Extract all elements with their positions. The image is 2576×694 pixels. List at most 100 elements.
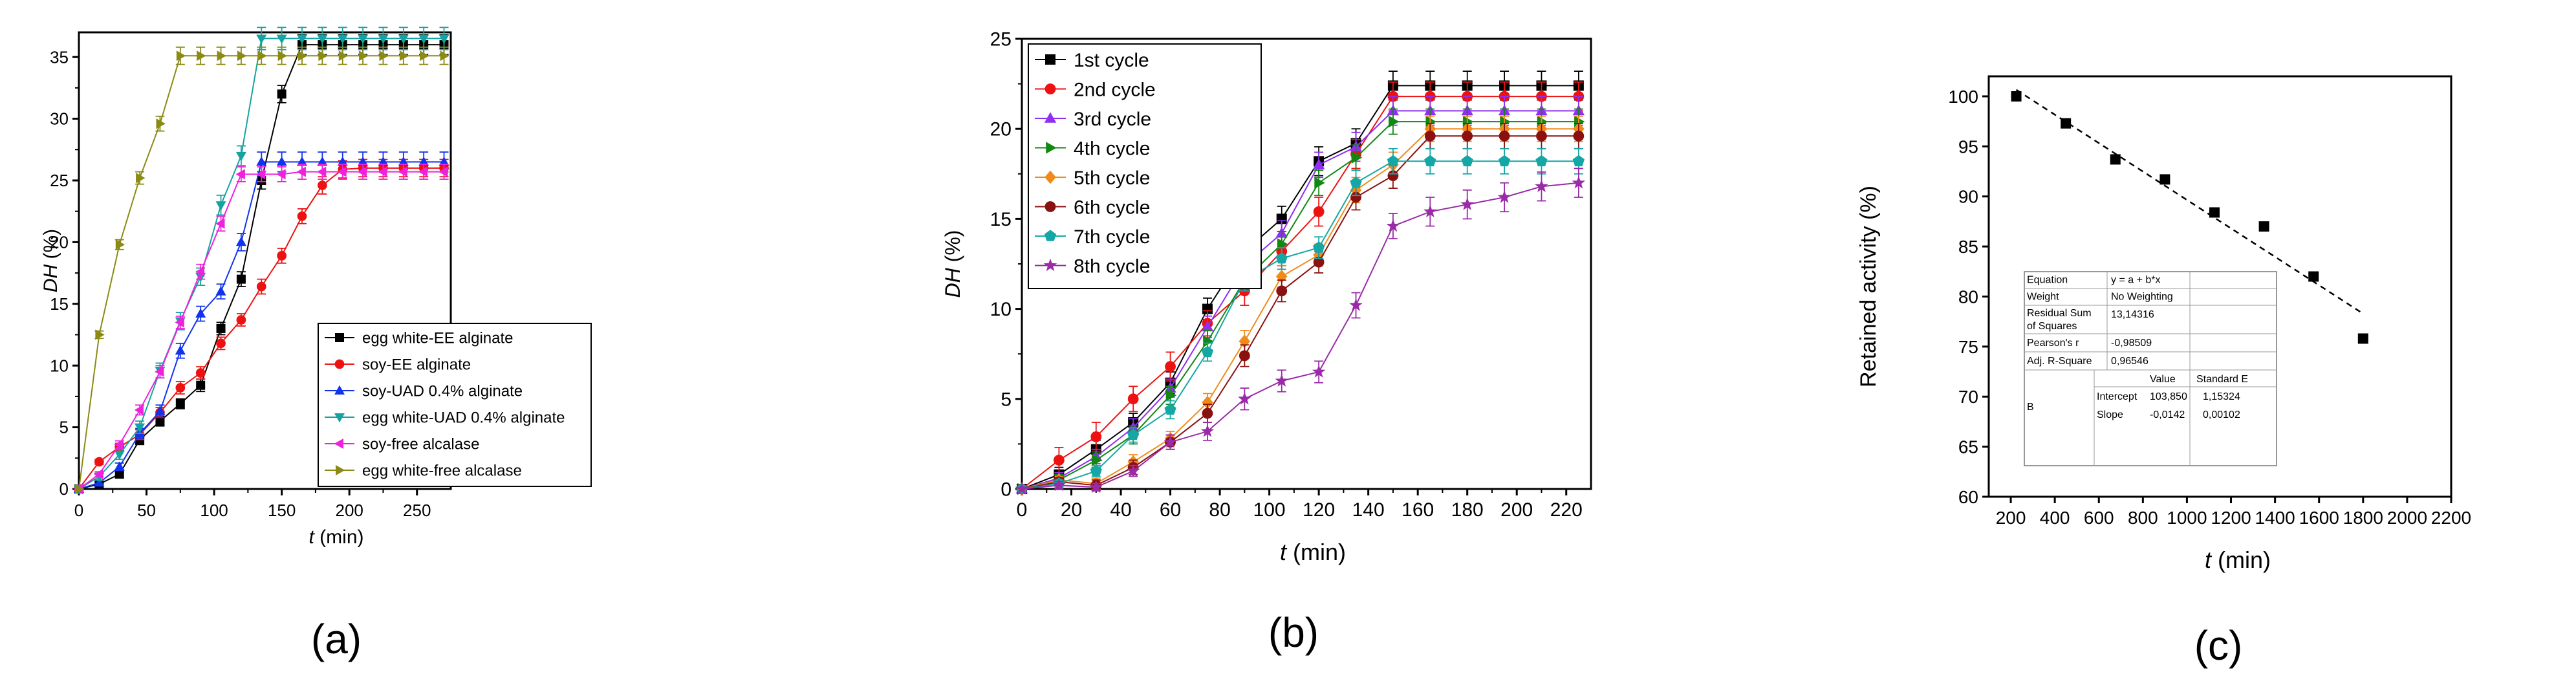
panel-a-legend-label: egg white-EE alginate: [362, 330, 513, 347]
panel-a-data-point: [75, 484, 85, 494]
panel-a-data-point: [337, 34, 348, 44]
panel-a-y-tick-label: 20: [50, 232, 69, 252]
panel-a-y-tick-label: 5: [60, 418, 69, 437]
panel-c-table-param-value: 103,850: [2150, 391, 2187, 402]
panel-a-y-label: DH (%): [40, 229, 61, 292]
panel-c-data-point: [2011, 91, 2022, 102]
panel-c-x-tick-label: 2200: [2431, 508, 2471, 528]
panel-b-x-tick-label: 220: [1550, 499, 1583, 521]
panel-b-legend-label: 6th cycle: [1074, 197, 1150, 218]
panel-a-data-point: [235, 151, 246, 162]
panel-a-data-point: [418, 34, 429, 44]
panel-b-data-point: [1202, 396, 1213, 409]
panel-c-data-point: [2258, 221, 2269, 232]
panel-b-series-line: [1021, 135, 1579, 490]
panel-b-data-point: [1572, 155, 1585, 167]
panel-c-table-label: Equation: [2027, 275, 2068, 286]
panel-a-x-tick-label: 200: [335, 501, 363, 520]
panel-b-data-point: [1203, 335, 1214, 347]
panel-c-x-tick-label: 200: [1996, 508, 2026, 528]
panel-c-y-tick-label: 95: [1958, 136, 1978, 157]
panel-b-data-point: [1090, 464, 1102, 476]
panel-b-data-point: [1460, 197, 1474, 210]
panel-a-data-point: [114, 450, 125, 460]
panel-b-x-tick-label: 200: [1500, 499, 1533, 521]
panel-b-y-tick-label: 5: [1001, 389, 1012, 410]
panel-b-y-tick-label: 25: [990, 29, 1012, 50]
panel-a-legend-label: soy-EE alginate: [362, 356, 471, 374]
panel-a-data-point: [420, 50, 429, 61]
panel-a-data-point: [176, 50, 186, 61]
panel-a-x-tick-label: 50: [137, 501, 156, 520]
panel-b-legend: 1st cycle 2nd cycle 3rd cycle 4th cycle 5th …: [1028, 43, 1262, 289]
panel-a-x-tick-label: 250: [403, 501, 431, 520]
panel-a-legend-label: egg white-UAD 0.4% alginate: [362, 409, 565, 427]
panel-a-legend-marker: [335, 333, 344, 342]
panel-b-data-point: [1312, 158, 1325, 169]
panel-b-data-point: [1386, 219, 1400, 232]
panel-c-fit-table: Equation y = a + b*x Weight No Weighting Res…: [2024, 271, 2277, 466]
panel-c-fit-line: [2015, 89, 2364, 314]
panel-b-series: [1015, 70, 1586, 496]
panel-a-data-point: [135, 423, 146, 433]
panel-a-legend-box: [318, 323, 592, 487]
panel-b-legend-marker: [1043, 258, 1057, 272]
panel-a-chart: 0 50 100 150 200 250 0 5 10 15 20 25 30 35 egg white-…: [40, 27, 592, 662]
panel-b-data-point: [1312, 365, 1326, 378]
panel-a-data-point: [318, 50, 328, 61]
panel-a-y-tick-label: 35: [50, 47, 69, 67]
panel-c-table-label: of Squares: [2027, 321, 2077, 332]
panel-c-table-param: B: [2027, 402, 2034, 413]
panel-b-x-tick-label: 180: [1451, 499, 1484, 521]
panel-b-data-point: [1313, 206, 1325, 217]
panel-c-table-param-value: -0,0142: [2150, 409, 2185, 420]
panel-a-data-point: [155, 366, 164, 377]
panel-b-series-line: [1021, 182, 1579, 490]
panel-a-data-point: [95, 329, 105, 340]
panel-c-y-tick-label: 90: [1958, 187, 1978, 207]
panel-a-data-point: [296, 157, 308, 166]
panel-b-data-point: [1202, 407, 1213, 419]
panel-c-letter: (c): [2194, 622, 2243, 669]
panel-b-y-tick-label: 10: [990, 299, 1012, 320]
panel-b-data-point: [1052, 478, 1066, 492]
panel-b-data-point: [1089, 480, 1103, 493]
panel-b-legend-marker: [1044, 230, 1057, 241]
panel-c-data-point: [2110, 154, 2121, 165]
panel-a-data-point: [237, 50, 247, 61]
panel-a-data-point: [297, 211, 307, 221]
panel-c-table-label: Residual Sum: [2027, 308, 2092, 319]
panel-b-series-line: [1021, 121, 1579, 490]
panel-a-data-point: [216, 323, 226, 333]
panel-c-x-label: t (min): [2205, 547, 2271, 573]
panel-a-data-point: [438, 166, 448, 177]
panel-a-data-point: [296, 34, 308, 44]
panel-a-data-point: [338, 50, 349, 61]
panel-a-data-point: [318, 180, 327, 190]
panel-a-data-point: [114, 439, 124, 450]
panel-b-data-point: [1127, 393, 1139, 405]
panel-a-x-tick-label: 100: [200, 501, 228, 520]
panel-a-data-point: [317, 166, 327, 177]
panel-a-data-point: [298, 50, 308, 61]
panel-b-data-point: [1350, 191, 1361, 203]
panel-a-data-point: [236, 274, 246, 284]
panel-a-data-point: [378, 157, 389, 166]
panel-b-x-label: t (min): [1280, 539, 1346, 565]
panel-c-table-value: 13,14316: [2111, 309, 2154, 320]
panel-a-data-point: [398, 166, 407, 177]
panel-a-plot-frame: [78, 31, 452, 490]
panel-a-x-tick-label: 150: [268, 501, 296, 520]
panel-a-data-point: [196, 380, 206, 390]
panel-c-table-label: Adj. R-Square: [2027, 356, 2092, 367]
panel-a-data-point: [155, 417, 165, 426]
panel-b-data-point: [1424, 155, 1436, 167]
panel-b-plot-frame: [1021, 38, 1592, 490]
panel-b-data-point: [1127, 428, 1140, 440]
panel-b-data-point: [1499, 155, 1511, 167]
panel-a-data-point: [195, 266, 205, 277]
panel-b-data-point: [1313, 256, 1325, 268]
panel-a-data-point: [357, 166, 367, 177]
panel-a-data-point: [114, 461, 125, 471]
